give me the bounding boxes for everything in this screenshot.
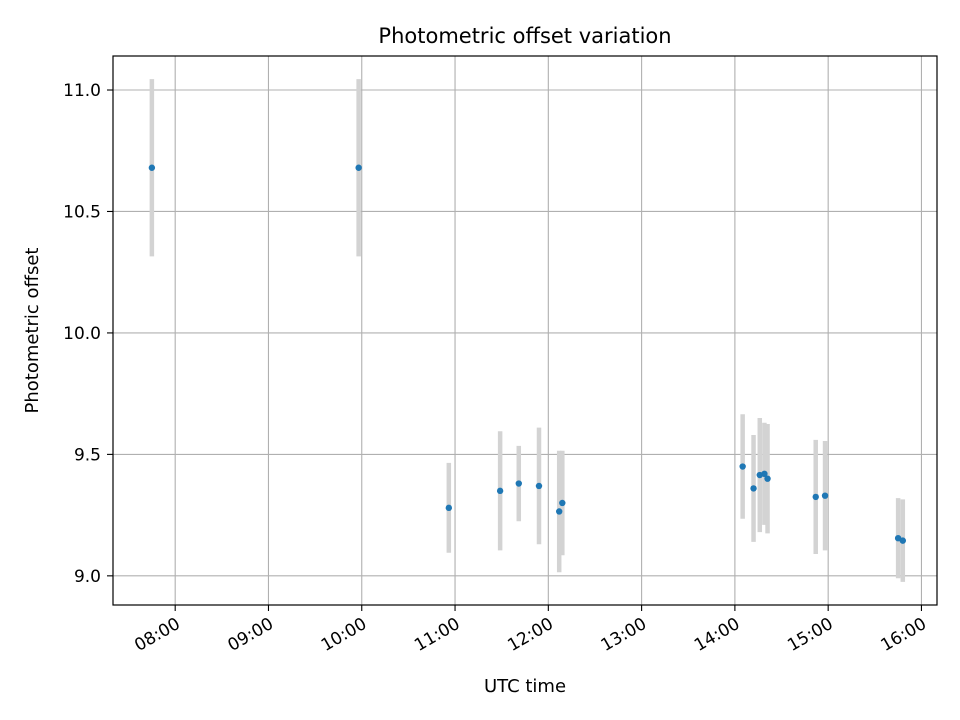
- data-point: [556, 508, 563, 515]
- data-point: [899, 537, 906, 544]
- data-point: [812, 493, 819, 501]
- data-point: [739, 463, 746, 470]
- x-tick-label: 16:00: [878, 614, 930, 656]
- x-tick-label: 10:00: [318, 614, 370, 656]
- x-tick-label: 14:00: [691, 614, 743, 656]
- y-tick-label: 9.0: [74, 567, 101, 587]
- y-tick-label: 10.5: [63, 202, 101, 222]
- x-tick-label: 12:00: [504, 614, 556, 656]
- x-tick-label: 13:00: [598, 614, 650, 656]
- data-point: [821, 492, 829, 499]
- data-points: [148, 164, 906, 544]
- y-tick-label: 10.0: [63, 324, 101, 344]
- y-tick-label: 11.0: [63, 81, 101, 101]
- x-tick-label: 11:00: [411, 614, 463, 656]
- x-axis: 08:00 09:00 10:00 11:00 12:00 13:00 14:00 15:00…: [131, 605, 930, 656]
- x-tick-label: 15:00: [784, 614, 836, 656]
- grid: [113, 56, 937, 605]
- y-axis-title: Photometric offset: [22, 248, 43, 414]
- chart-title: Photometric offset variation: [378, 24, 671, 48]
- data-point: [535, 482, 543, 490]
- data-point: [355, 164, 362, 171]
- y-axis: 9.0 9.5 10.0 10.5 11.0: [63, 81, 113, 587]
- data-point: [761, 470, 768, 478]
- x-tick-label: 09:00: [225, 614, 277, 656]
- data-point: [764, 475, 771, 482]
- y-tick-label: 9.5: [74, 445, 101, 465]
- data-point: [496, 487, 504, 495]
- errorbars: [149, 79, 906, 582]
- data-point: [559, 499, 566, 507]
- x-axis-title: UTC time: [484, 676, 566, 697]
- data-point: [515, 480, 522, 487]
- x-tick-label: 08:00: [131, 614, 183, 656]
- data-point: [750, 485, 757, 492]
- data-point: [148, 164, 156, 171]
- data-point: [445, 504, 453, 512]
- plot-area: [112, 55, 938, 606]
